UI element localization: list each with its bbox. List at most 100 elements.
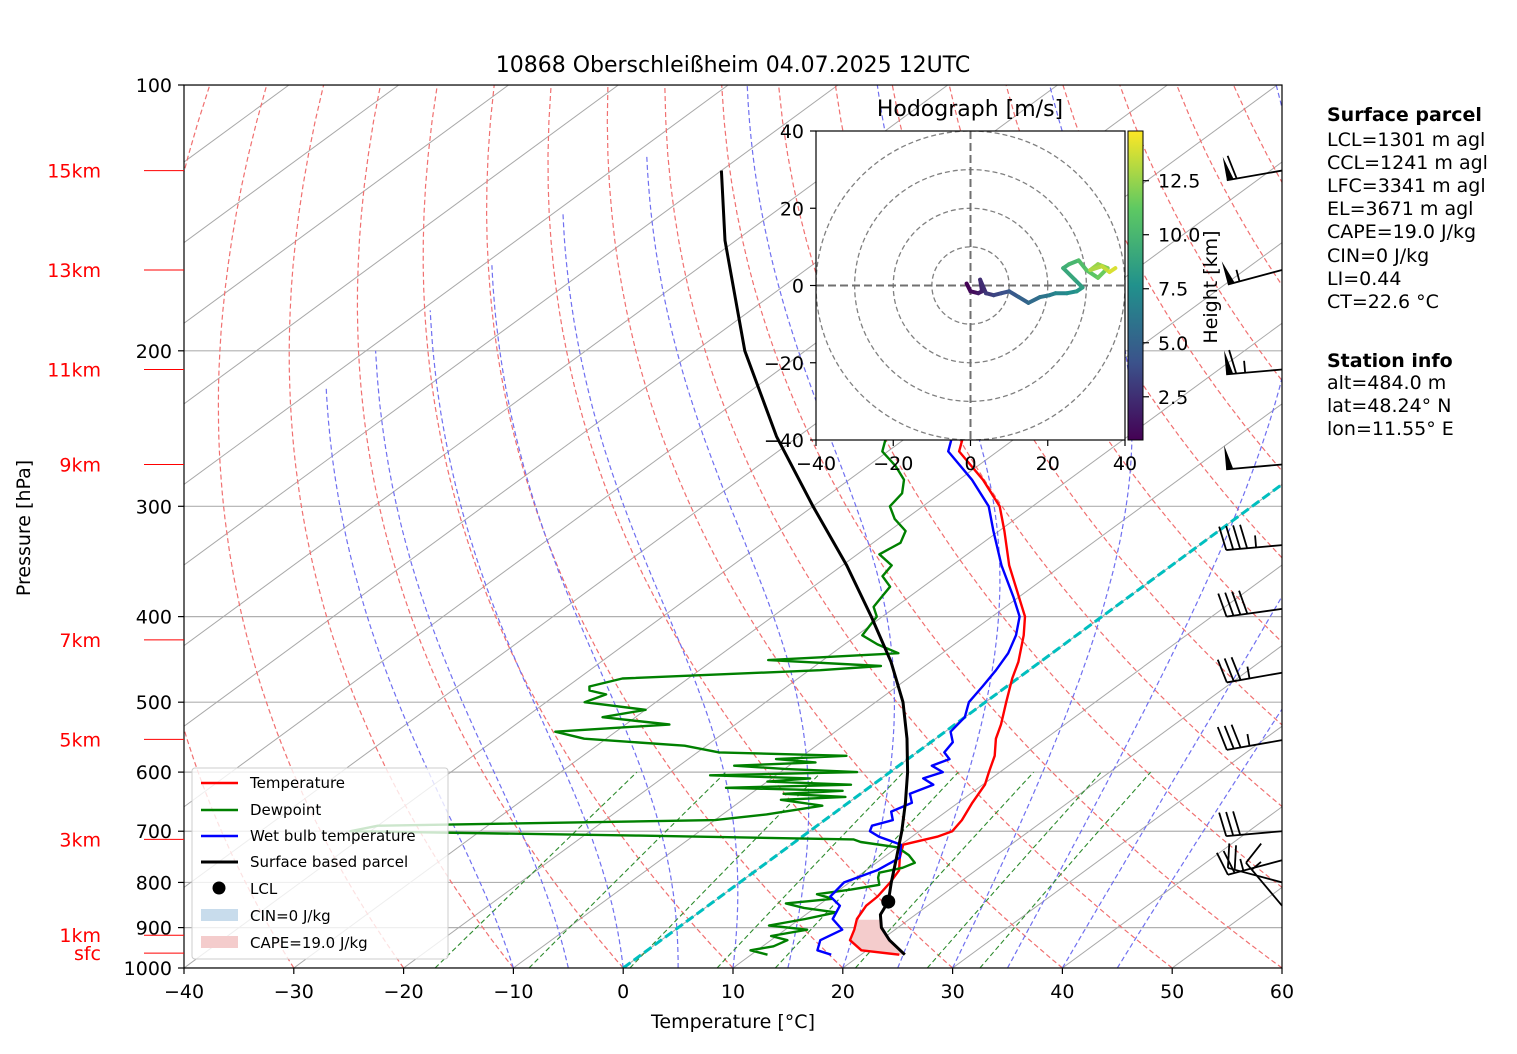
hodograph-y-tick-label: 0: [792, 276, 804, 298]
legend-label-dewpoint: Dewpoint: [250, 801, 321, 819]
mixing-ratio-line: [774, 771, 959, 968]
zero-degree-isotherm: [622, 482, 1282, 968]
station-info-line: lon=11.55° E: [1327, 418, 1454, 440]
moist-adiabat: [1061, 595, 1282, 968]
x-tick-label: 60: [1270, 981, 1294, 1003]
main-axes: −40 −30 −20 −10 0 10 20 30 40 50 60100200300400500…: [124, 75, 1294, 1003]
hodograph-axes: −40 −20 0 20 40 −40 −20 0 20 40: [764, 121, 1137, 475]
height-label: sfc: [74, 943, 101, 965]
wind-barb-shaft: [1226, 463, 1283, 471]
mixing-ratio-line: [528, 771, 727, 968]
wind-barb-full: [1218, 526, 1228, 551]
wind-barb-full: [1225, 525, 1235, 550]
x-tick-label: 40: [1050, 981, 1074, 1003]
mixing-ratio-line: [979, 771, 1152, 968]
wind-barb-pennant: [1224, 350, 1234, 375]
mixing-ratio-line: [716, 771, 904, 968]
y-tick-label: 900: [136, 918, 172, 940]
y-tick-label: 400: [136, 607, 172, 629]
wind-barb-full: [1231, 591, 1242, 616]
x-tick-label: 0: [617, 981, 629, 1003]
hodograph-y-tick-label: −20: [764, 353, 804, 375]
station-info-line: lat=48.24° N: [1327, 395, 1451, 417]
hodograph-segment: [1107, 266, 1118, 274]
surface-parcel-line: EL=3671 m agl: [1327, 198, 1473, 220]
legend-swatch-lcl: [212, 881, 226, 895]
parcel-line: [719, 170, 910, 956]
cape-cin-shading: [850, 919, 905, 955]
dry-adiabat: [778, 85, 1282, 889]
height-label: 13km: [47, 260, 101, 282]
legend-label-parcel: Surface based parcel: [250, 853, 408, 871]
dry-adiabat: [664, 85, 1173, 968]
dry-adiabat: [1062, 85, 1282, 472]
height-label: 5km: [59, 729, 101, 751]
hodograph-x-tick-label: −20: [873, 453, 913, 475]
height-label: 3km: [59, 829, 101, 851]
hodograph-x-tick-label: 0: [964, 453, 976, 475]
wind-barb: [1216, 724, 1283, 751]
y-tick-label: 700: [136, 821, 172, 843]
moist-adiabat: [952, 85, 1133, 968]
height-label: 15km: [47, 161, 101, 183]
wind-barb: [1224, 445, 1283, 471]
surface-parcel-line: CT=22.6 °C: [1327, 291, 1439, 313]
colorbar-tick-label: 7.5: [1158, 279, 1188, 301]
height-label: 1km: [59, 925, 101, 947]
x-tick-label: −30: [274, 981, 314, 1003]
surface-parcel-title: Surface parcel: [1327, 104, 1482, 126]
moist-adiabat: [876, 85, 1001, 968]
wind-barb-full: [1227, 843, 1231, 868]
hodograph-title: Hodograph [m/s]: [877, 97, 1063, 122]
wind-barb-half: [1254, 535, 1257, 548]
legend: Temperature Dewpoint Wet bulb temperatur…: [191, 767, 449, 960]
dry-adiabat: [485, 85, 844, 968]
wind-barb: [1218, 811, 1283, 837]
isotherm-line: [184, 85, 509, 324]
hodograph-segment: [1061, 266, 1077, 282]
wind-barb-half: [1251, 861, 1262, 871]
wind-barb-full: [1223, 658, 1235, 682]
x-axis-label: Temperature [°C]: [650, 1011, 815, 1033]
moist-adiabat: [562, 213, 739, 968]
wind-barb: [1227, 843, 1283, 884]
moist-adiabat: [1006, 85, 1282, 968]
isotherm-line: [184, 85, 619, 405]
wind-barb-full: [1230, 724, 1242, 748]
wind-barb-full: [1218, 812, 1228, 837]
wind-barb: [1221, 261, 1283, 286]
colorbar-tick-label: 12.5: [1158, 171, 1200, 193]
wind-barb-shaft: [1227, 867, 1283, 884]
wind-barb: [1222, 155, 1283, 182]
lcl-marker: [881, 894, 896, 909]
wind-barb-full: [1238, 590, 1249, 615]
chart-title: 10868 Oberschleißheim 04.07.2025 12UTC: [496, 53, 971, 78]
colorbar-tick-label: 10.0: [1158, 225, 1200, 247]
wind-barb-full: [1233, 845, 1237, 870]
wind-barb: [1216, 656, 1283, 684]
moist-adiabat: [646, 154, 810, 968]
wind-barb-full: [1226, 155, 1238, 179]
y-tick-label: 200: [136, 341, 172, 363]
wind-barb-full: [1225, 811, 1235, 836]
hodograph-segment: [978, 277, 988, 296]
colorbar-tick-label: 5.0: [1158, 333, 1188, 355]
y-tick-label: 1000: [124, 958, 172, 980]
wind-barb-pennant: [1222, 156, 1234, 181]
surface-parcel-line: CAPE=19.0 J/kg: [1327, 221, 1476, 243]
wind-barb-full: [1216, 726, 1228, 751]
wind-barb-shaft: [1226, 739, 1283, 751]
wind-barb-half: [1246, 666, 1251, 679]
dry-adiabat: [721, 85, 1282, 968]
y-tick-label: 500: [136, 692, 172, 714]
y-tick-label: 600: [136, 762, 172, 784]
isotherm-line: [184, 85, 400, 244]
legend-box: [191, 767, 449, 960]
hodograph-segment: [1088, 264, 1104, 273]
isotherm-line: [184, 85, 729, 486]
surface-parcel-line: CIN=0 J/kg: [1327, 245, 1429, 267]
x-tick-label: 20: [831, 981, 855, 1003]
height-label: 11km: [47, 360, 101, 382]
legend-swatch-cape: [201, 936, 238, 948]
